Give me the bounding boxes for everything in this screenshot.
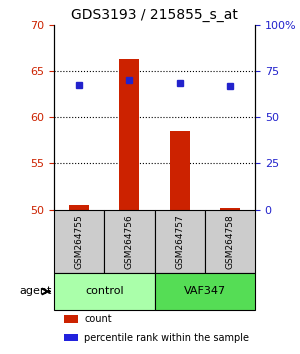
Bar [69, 205, 89, 210]
Bar [64, 315, 78, 323]
Bar [169, 131, 190, 210]
Text: percentile rank within the sample: percentile rank within the sample [84, 333, 249, 343]
Bar [220, 208, 240, 210]
FancyBboxPatch shape [104, 210, 154, 273]
FancyBboxPatch shape [154, 210, 205, 273]
FancyBboxPatch shape [54, 210, 104, 273]
FancyBboxPatch shape [205, 210, 255, 273]
Text: agent: agent [19, 286, 52, 296]
Bar [119, 59, 140, 210]
Text: GSM264758: GSM264758 [225, 214, 234, 269]
Bar [64, 334, 78, 341]
Text: control: control [85, 286, 124, 296]
Title: GDS3193 / 215855_s_at: GDS3193 / 215855_s_at [71, 8, 238, 22]
Text: GSM264757: GSM264757 [175, 214, 184, 269]
Text: count: count [84, 314, 112, 324]
FancyBboxPatch shape [154, 273, 255, 310]
Text: VAF347: VAF347 [184, 286, 226, 296]
FancyBboxPatch shape [54, 273, 154, 310]
Text: GSM264756: GSM264756 [125, 214, 134, 269]
Text: GSM264755: GSM264755 [75, 214, 84, 269]
